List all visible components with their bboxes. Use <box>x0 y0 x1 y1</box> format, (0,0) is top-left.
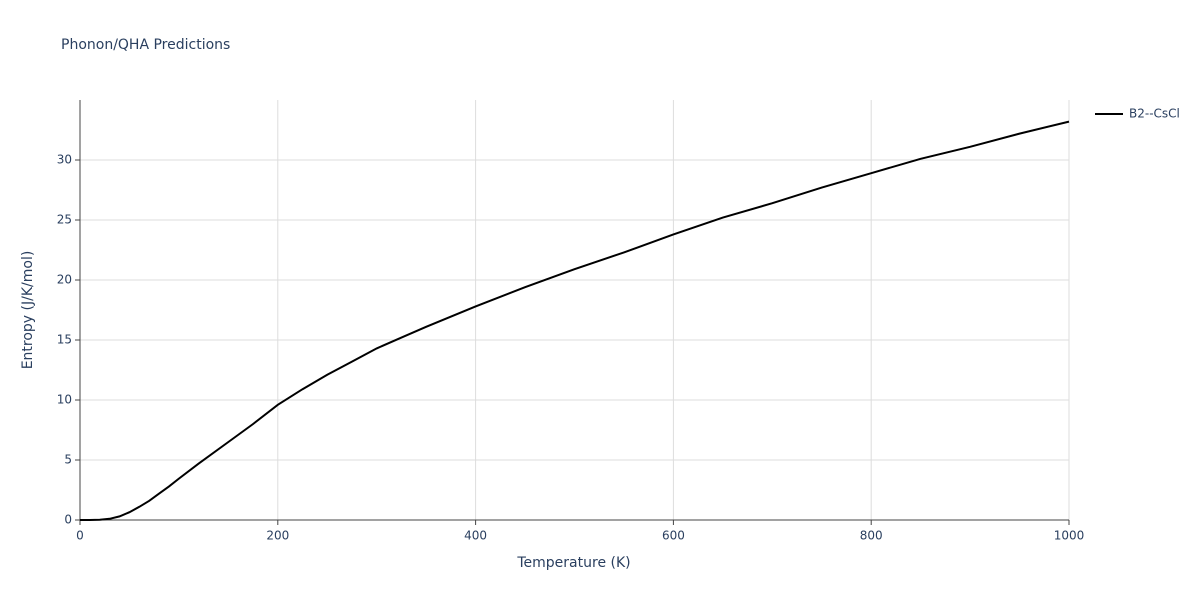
x-tick-label: 400 <box>464 529 487 543</box>
y-tick-label: 30 <box>57 153 72 167</box>
x-tick-label: 800 <box>860 529 883 543</box>
x-axis-title: Temperature (K) <box>516 555 630 571</box>
x-tick-label: 600 <box>662 529 685 543</box>
y-tick-label: 15 <box>57 333 72 347</box>
y-tick-label: 0 <box>64 513 72 527</box>
x-tick-label: 200 <box>266 529 289 543</box>
x-tick-label: 0 <box>76 529 84 543</box>
y-tick-label: 5 <box>64 453 72 467</box>
y-tick-label: 20 <box>57 273 72 287</box>
y-tick-label: 10 <box>57 393 72 407</box>
y-tick-label: 25 <box>57 213 72 227</box>
y-axis-title: Entropy (J/K/mol) <box>20 251 36 370</box>
x-tick-label: 1000 <box>1054 529 1085 543</box>
chart-title: Phonon/QHA Predictions <box>61 37 230 53</box>
series-line <box>80 120 1070 521</box>
legend-label: B2--CsCl <box>1129 107 1180 121</box>
